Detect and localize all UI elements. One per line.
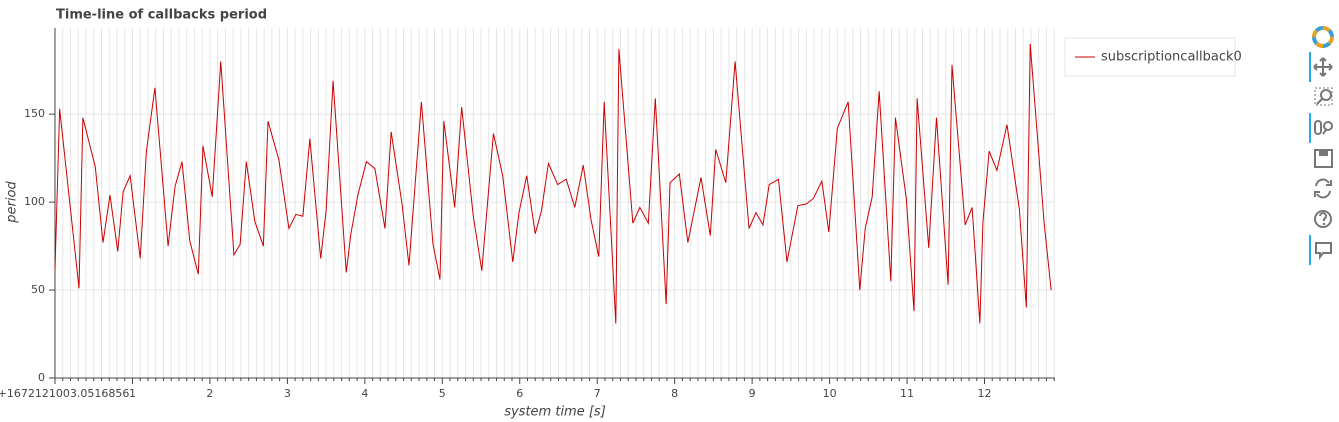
x-tick-label: 0+1672121003.0516856 — [0, 387, 129, 400]
legend-label: subscriptioncallback0 — [1101, 50, 1242, 65]
help-tool[interactable] — [1314, 210, 1332, 228]
y-tick-label: 0 — [38, 371, 45, 384]
box-zoom-tool[interactable] — [1314, 87, 1333, 106]
x-tick-label: 7 — [594, 387, 601, 400]
series-line — [54, 43, 1052, 324]
legend: subscriptioncallback0 — [1064, 37, 1242, 77]
x-tick-label: 2 — [206, 387, 213, 400]
y-tick-label: 50 — [31, 283, 45, 296]
toolbar — [1309, 26, 1334, 265]
y-tick-label: 150 — [24, 107, 45, 120]
x-tick-label: 1 — [129, 387, 136, 400]
x-axis-label: system time [s] — [504, 405, 606, 420]
pan-tool[interactable] — [1309, 52, 1333, 82]
x-tick-label: 5 — [439, 387, 446, 400]
x-tick-label: 3 — [284, 387, 291, 400]
x-tick-label: 6 — [516, 387, 523, 400]
grid — [54, 28, 1055, 379]
chart-title: Time-line of callbacks period — [56, 8, 267, 23]
hover-tool[interactable] — [1309, 235, 1332, 265]
x-tick-label: 4 — [361, 387, 368, 400]
y-axis-label: period — [5, 181, 20, 224]
bokeh-logo[interactable] — [1312, 26, 1334, 48]
reset-tool[interactable] — [1314, 178, 1332, 199]
y-tick-label: 100 — [24, 195, 45, 208]
x-tick-label: 10 — [823, 387, 837, 400]
x-tick-label: 8 — [671, 387, 678, 400]
x-tick-label: 9 — [749, 387, 756, 400]
save-tool[interactable] — [1314, 149, 1333, 168]
x-tick-label: 12 — [978, 387, 992, 400]
wheel-zoom-tool[interactable] — [1309, 113, 1333, 143]
x-tick-label: 11 — [900, 387, 914, 400]
